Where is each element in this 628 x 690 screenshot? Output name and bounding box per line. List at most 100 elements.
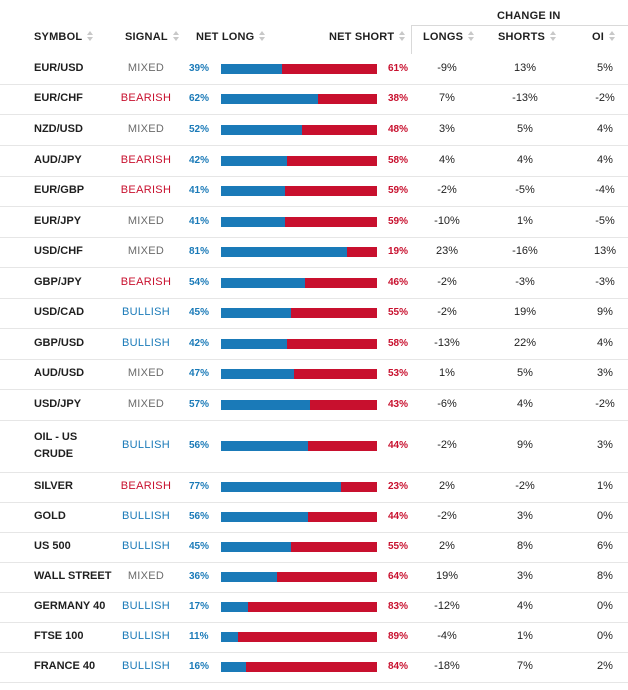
sentiment-bar: [221, 572, 377, 582]
long-bar-fill: [221, 602, 248, 612]
sort-icon[interactable]: [399, 31, 406, 42]
change-oi-cell: 4%: [597, 123, 613, 135]
symbol-cell[interactable]: EUR/CHF: [34, 92, 83, 104]
symbol-cell[interactable]: GERMANY 40: [34, 600, 106, 612]
symbol-cell[interactable]: WALL STREET: [34, 570, 112, 582]
change-in-group-header: CHANGE IN: [497, 10, 561, 22]
table-row[interactable]: EUR/GBP BEARISH 41% 59% -2% -5% -4%: [0, 176, 628, 207]
short-bar-fill: [284, 186, 377, 196]
col-net-long-header[interactable]: NET LONG: [196, 31, 266, 43]
change-longs-cell: 2%: [439, 540, 455, 552]
change-in-divider-tick: [411, 25, 412, 54]
long-bar-fill: [221, 482, 342, 492]
net-long-pct: 36%: [189, 571, 210, 582]
sort-icon[interactable]: [87, 31, 94, 42]
signal-cell: MIXED: [127, 245, 165, 257]
sort-icon[interactable]: [172, 31, 180, 42]
change-shorts-cell: -3%: [515, 275, 535, 288]
long-bar-fill: [221, 399, 310, 410]
long-bar-fill: [221, 94, 318, 104]
symbol-cell[interactable]: GBP/USD: [34, 336, 85, 349]
signal-cell: BULLISH: [122, 336, 170, 349]
sentiment-bar: [221, 277, 377, 288]
change-longs-cell: -10%: [434, 214, 460, 227]
change-shorts-cell: 4%: [517, 397, 533, 410]
sort-icon[interactable]: [468, 31, 475, 42]
symbol-cell[interactable]: EUR/USD: [34, 62, 84, 74]
long-bar-fill: [221, 64, 282, 74]
change-oi-cell: 0%: [597, 510, 613, 522]
net-long-pct: 54%: [189, 276, 210, 288]
table-row[interactable]: AUD/JPY BEARISH 42% 58% 4% 4% 4%: [0, 145, 628, 177]
col-symbol-label: SYMBOL: [34, 31, 83, 43]
table-row[interactable]: GBP/JPY BEARISH 54% 46% -2% -3% -3%: [0, 267, 628, 299]
long-bar-fill: [221, 277, 306, 288]
net-long-pct: 81%: [189, 246, 210, 257]
col-oi-header[interactable]: OI: [592, 31, 616, 43]
table-row[interactable]: GERMANY 40 BULLISH 17% 83% -12% 4% 0%: [0, 592, 628, 623]
change-oi-cell: 8%: [597, 570, 613, 582]
table-row[interactable]: NZD/USD MIXED 52% 48% 3% 5% 4%: [0, 115, 628, 146]
signal-cell: MIXED: [127, 214, 165, 227]
long-bar-fill: [221, 247, 348, 257]
table-row[interactable]: EUR/CHF BEARISH 62% 38% 7% -13% -2%: [0, 84, 628, 115]
table-row[interactable]: GBP/USD BULLISH 42% 58% -13% 22% 4%: [0, 328, 628, 360]
change-oi-cell: 4%: [597, 153, 613, 166]
change-longs-cell: -2%: [437, 184, 457, 196]
col-shorts-header[interactable]: SHORTS: [498, 31, 557, 43]
change-oi-cell: 9%: [597, 306, 613, 318]
table-row[interactable]: WALL STREET MIXED 36% 64% 19% 3% 8%: [0, 562, 628, 593]
symbol-cell[interactable]: USD/JPY: [34, 397, 82, 410]
table-row[interactable]: EUR/USD MIXED 39% 61% -9% 13% 5%: [0, 54, 628, 85]
symbol-cell[interactable]: USD/CAD: [34, 306, 85, 318]
symbol-cell[interactable]: OIL - US CRUDE: [34, 429, 77, 463]
table-row[interactable]: USD/JPY MIXED 57% 43% -6% 4% -2%: [0, 389, 628, 421]
signal-cell: BEARISH: [120, 153, 172, 166]
symbol-cell[interactable]: EUR/JPY: [34, 214, 82, 227]
sort-icon[interactable]: [259, 31, 266, 42]
symbol-cell[interactable]: FTSE 100: [34, 630, 84, 642]
sentiment-bar: [221, 64, 377, 74]
table-row[interactable]: SILVER BEARISH 77% 23% 2% -2% 1%: [0, 472, 628, 503]
table-row[interactable]: US 500 BULLISH 45% 55% 2% 8% 6%: [0, 532, 628, 563]
symbol-cell[interactable]: USD/CHF: [34, 245, 83, 257]
net-long-pct: 41%: [189, 215, 210, 227]
change-oi-cell: 3%: [597, 367, 613, 379]
table-row[interactable]: FTSE 100 BULLISH 11% 89% -4% 1% 0%: [0, 622, 628, 653]
sort-icon[interactable]: [609, 31, 616, 42]
net-long-pct: 41%: [189, 185, 210, 196]
symbol-cell[interactable]: AUD/JPY: [34, 153, 82, 166]
change-shorts-cell: -5%: [515, 184, 535, 196]
table-row[interactable]: OIL - US CRUDE BULLISH 56% 44% -2% 9% 3%: [0, 420, 628, 473]
col-net-short-header[interactable]: NET SHORT: [329, 31, 406, 43]
net-short-pct: 64%: [388, 571, 409, 582]
short-bar-fill: [302, 125, 377, 135]
symbol-cell[interactable]: SILVER: [34, 480, 73, 492]
symbol-cell[interactable]: EUR/GBP: [34, 184, 85, 196]
change-shorts-cell: 22%: [513, 336, 537, 349]
signal-cell: BULLISH: [122, 540, 170, 552]
sentiment-bar: [221, 662, 377, 672]
table-row[interactable]: EUR/JPY MIXED 41% 59% -10% 1% -5%: [0, 206, 628, 238]
symbol-cell[interactable]: GOLD: [34, 510, 66, 522]
net-long-pct: 57%: [189, 398, 210, 410]
table-row[interactable]: FRANCE 40 BULLISH 16% 84% -18% 7% 2%: [0, 652, 628, 683]
col-signal-header[interactable]: SIGNAL: [125, 31, 180, 43]
table-row[interactable]: USD/CAD BULLISH 45% 55% -2% 19% 9%: [0, 298, 628, 329]
symbol-cell[interactable]: GBP/JPY: [34, 275, 82, 288]
symbol-cell[interactable]: AUD/USD: [34, 367, 85, 379]
table-row[interactable]: AUD/USD MIXED 47% 53% 1% 5% 3%: [0, 359, 628, 390]
symbol-cell[interactable]: FRANCE 40: [34, 660, 96, 672]
table-row[interactable]: USD/CHF MIXED 81% 19% 23% -16% 13%: [0, 237, 628, 268]
net-short-pct: 83%: [388, 601, 409, 612]
signal-cell: MIXED: [127, 570, 165, 582]
col-longs-header[interactable]: LONGS: [423, 31, 475, 43]
signal-cell: BULLISH: [122, 510, 170, 522]
symbol-cell[interactable]: NZD/USD: [34, 123, 83, 135]
sort-icon[interactable]: [550, 31, 557, 42]
col-oi-label: OI: [592, 31, 605, 43]
symbol-cell[interactable]: US 500: [34, 540, 71, 552]
table-row[interactable]: GOLD BULLISH 56% 44% -2% 3% 0%: [0, 502, 628, 533]
col-symbol-header[interactable]: SYMBOL: [34, 31, 94, 43]
col-signal-label: SIGNAL: [125, 31, 168, 43]
